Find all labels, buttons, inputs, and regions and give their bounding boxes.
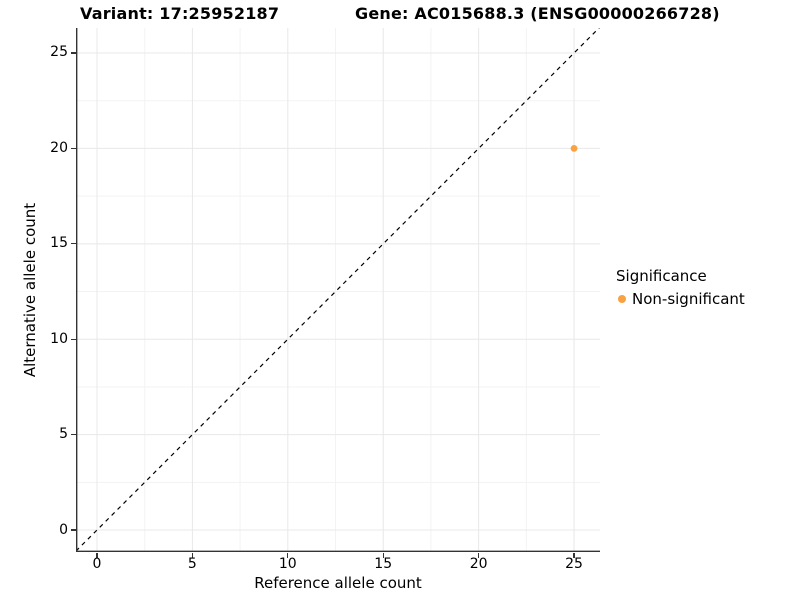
y-tick-mark (71, 52, 76, 54)
x-tick-mark (287, 553, 289, 558)
x-tick-label: 20 (469, 556, 488, 572)
plot-title-variant: Variant: 17:25952187 (80, 4, 280, 23)
x-tick-label: 5 (187, 556, 197, 572)
x-tick-label: 10 (278, 556, 297, 572)
x-tick-label: 25 (565, 556, 583, 572)
x-tick-mark (573, 553, 575, 558)
plot-panel (76, 28, 600, 552)
identity-dashed-line (76, 28, 600, 552)
y-tick-mark (71, 433, 76, 436)
legend-item-non-significant: Non-significant (618, 290, 745, 308)
y-tick-label: 15 (50, 235, 68, 252)
plot-title-gene: Gene: AC015688.3 (ENSG00000266728) (355, 4, 720, 23)
legend-item-label: Non-significant (632, 290, 745, 308)
x-tick-mark (191, 553, 194, 558)
non-significant-point-icon (618, 295, 626, 303)
y-tick-label: 25 (50, 44, 68, 61)
y-tick-label: 0 (59, 521, 68, 538)
y-axis-label: Alternative allele count (21, 202, 39, 378)
y-tick-mark (71, 529, 76, 531)
x-tick-label: 0 (92, 556, 102, 572)
y-tick-label: 10 (50, 330, 68, 347)
y-tick-label: 5 (59, 426, 68, 443)
x-tick-mark (477, 553, 480, 558)
y-tick-mark (71, 243, 76, 245)
plot-panel-canvas (76, 28, 600, 552)
x-tick-label: 15 (374, 556, 393, 572)
legend: Significance Non-significant (616, 267, 745, 308)
y-tick-label: 20 (50, 139, 68, 156)
y-tick-mark (71, 338, 76, 340)
x-tick-mark (96, 553, 98, 558)
data-point (570, 145, 578, 152)
y-tick-mark (71, 147, 76, 150)
x-axis-label: Reference allele count (254, 574, 422, 592)
legend-title: Significance (616, 267, 707, 285)
x-tick-mark (382, 553, 384, 558)
